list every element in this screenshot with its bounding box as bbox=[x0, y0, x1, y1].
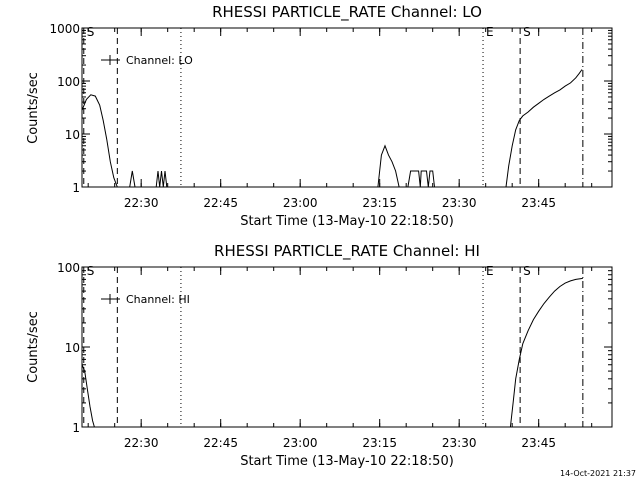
x-tick-label: 22:30 bbox=[124, 196, 159, 210]
footer-timestamp: 14-Oct-2021 21:37 bbox=[560, 469, 636, 478]
marker-label-4: S bbox=[523, 264, 531, 278]
marker-label-4: S bbox=[523, 25, 531, 39]
series-segment-0-1 bbox=[129, 170, 136, 188]
series-layer-hi bbox=[81, 277, 583, 428]
y-axis-label-lo: Counts/sec bbox=[26, 72, 41, 144]
series-layer-lo bbox=[81, 69, 583, 188]
x-tick-label: 22:45 bbox=[203, 196, 238, 210]
panel-lo: RHESSI PARTICLE_RATE Channel: LO Counts/… bbox=[26, 3, 613, 229]
legend-label-lo: Channel: LO bbox=[126, 54, 193, 67]
y-tick-label: 10 bbox=[65, 341, 80, 355]
y-tick-label: 100 bbox=[57, 261, 80, 275]
y-tick-label: 1000 bbox=[49, 22, 80, 36]
legend-hi: Channel: HI bbox=[101, 293, 190, 306]
series-segment-0-1 bbox=[509, 277, 583, 428]
series-segment-0-2 bbox=[155, 170, 168, 188]
plot-frame-hi bbox=[81, 266, 613, 428]
x-tick-label: 23:00 bbox=[283, 196, 318, 210]
x-tick-label: 22:30 bbox=[124, 436, 159, 450]
x-tick-label: 23:15 bbox=[362, 196, 397, 210]
x-tick-label: 23:00 bbox=[283, 436, 318, 450]
x-axis-label-hi: Start Time (13-May-10 22:18:50) bbox=[240, 454, 454, 469]
x-tick-label: 22:45 bbox=[203, 436, 238, 450]
x-tick-label: 23:45 bbox=[521, 196, 556, 210]
x-tick-label: 23:45 bbox=[521, 436, 556, 450]
legend-lo: Channel: LO bbox=[101, 54, 193, 67]
x-tick-label: 23:30 bbox=[442, 436, 477, 450]
marker-label-0: S bbox=[87, 264, 95, 278]
y-tick-label: 100 bbox=[57, 75, 80, 89]
y-tick-label: 1 bbox=[72, 421, 80, 435]
x-tick-label: 23:30 bbox=[442, 196, 477, 210]
panel-hi: RHESSI PARTICLE_RATE Channel: HI Counts/… bbox=[26, 242, 613, 469]
plot-frame-lo bbox=[81, 27, 613, 188]
chart-title-lo: RHESSI PARTICLE_RATE Channel: LO bbox=[212, 3, 482, 22]
series-segment-0-3 bbox=[377, 144, 400, 188]
chart-title-hi: RHESSI PARTICLE_RATE Channel: HI bbox=[214, 242, 480, 261]
series-segment-0-4 bbox=[407, 170, 435, 188]
y-tick-label: 1 bbox=[72, 181, 80, 195]
series-segment-0-0 bbox=[81, 94, 118, 188]
tick-layer-hi: 22:30 22:45 23:00 23:15 23:30 23:45 1 10 100 bbox=[57, 261, 612, 450]
marker-label-3: E bbox=[486, 264, 494, 278]
y-axis-label-hi: Counts/sec bbox=[26, 311, 41, 383]
legend-label-hi: Channel: HI bbox=[126, 293, 190, 306]
x-axis-label-lo: Start Time (13-May-10 22:18:50) bbox=[240, 214, 454, 229]
series-segment-0-0 bbox=[81, 364, 95, 428]
series-segment-0-5 bbox=[505, 69, 583, 188]
x-tick-label: 23:15 bbox=[362, 436, 397, 450]
marker-label-0: S bbox=[87, 25, 95, 39]
marker-label-3: E bbox=[486, 25, 494, 39]
y-tick-label: 10 bbox=[65, 128, 80, 142]
